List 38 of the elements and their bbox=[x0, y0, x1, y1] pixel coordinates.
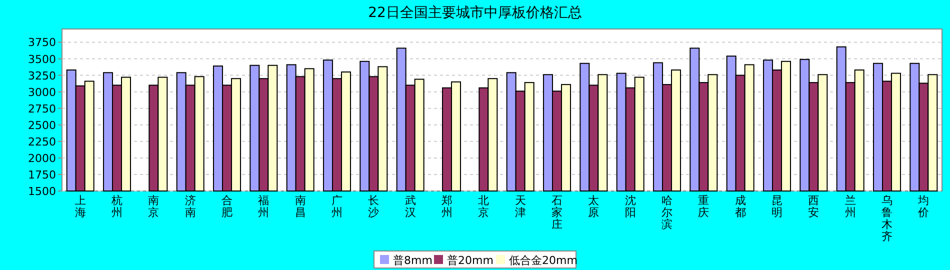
x-tick-label: 上海 bbox=[74, 194, 86, 219]
y-tick-label: 2500 bbox=[28, 118, 56, 132]
x-tick-label: 福州 bbox=[258, 194, 270, 219]
y-tick-label: 1750 bbox=[28, 168, 56, 182]
x-tick-label: 南京 bbox=[148, 194, 160, 219]
x-tick-label: 北京 bbox=[478, 194, 490, 219]
legend-label: 普20mm bbox=[447, 254, 494, 267]
x-tick-label: 天津 bbox=[514, 194, 526, 219]
x-tick-label: 广州 bbox=[332, 194, 342, 219]
x-tick-label: 乌鲁木齐 bbox=[882, 194, 892, 243]
y-tick-label: 2250 bbox=[28, 135, 56, 148]
x-tick-label: 太原 bbox=[588, 194, 600, 219]
x-tick-label: 武汉 bbox=[404, 194, 416, 219]
x-tick-label: 南昌 bbox=[294, 194, 306, 219]
y-tick-label: 3000 bbox=[28, 86, 56, 99]
legend-label: 低合金20mm bbox=[509, 254, 578, 267]
y-tick-label: 2750 bbox=[28, 102, 56, 116]
x-tick-label: 长沙 bbox=[368, 194, 380, 219]
legend-label: 普8mm bbox=[393, 254, 432, 267]
y-tick-label: 3500 bbox=[28, 52, 56, 66]
y-tick-label: 2000 bbox=[28, 152, 56, 165]
x-tick-label: 郑州 bbox=[442, 194, 452, 219]
y-tick-label: 3250 bbox=[28, 69, 56, 82]
x-tick-label: 济南 bbox=[184, 194, 196, 219]
x-tick-label: 杭州 bbox=[110, 194, 122, 219]
x-tick-label: 重庆 bbox=[698, 194, 710, 219]
chart-title: 22日全国主要城市中厚板价格汇总 bbox=[368, 5, 582, 21]
y-tick-label: 3750 bbox=[28, 36, 56, 50]
x-tick-label: 昆明 bbox=[772, 194, 782, 219]
x-tick-label: 合肥 bbox=[222, 194, 232, 219]
x-tick-label: 成都 bbox=[734, 194, 746, 219]
x-tick-label: 沈阳 bbox=[624, 194, 636, 219]
x-tick-label: 西安 bbox=[808, 194, 820, 219]
x-tick-label: 石家庄 bbox=[552, 194, 562, 231]
y-tick-label: 1500 bbox=[28, 185, 56, 198]
x-tick-label: 均价 bbox=[917, 194, 930, 219]
x-tick-label: 哈尔滨 bbox=[662, 194, 672, 231]
x-tick-label: 兰州 bbox=[844, 194, 856, 219]
